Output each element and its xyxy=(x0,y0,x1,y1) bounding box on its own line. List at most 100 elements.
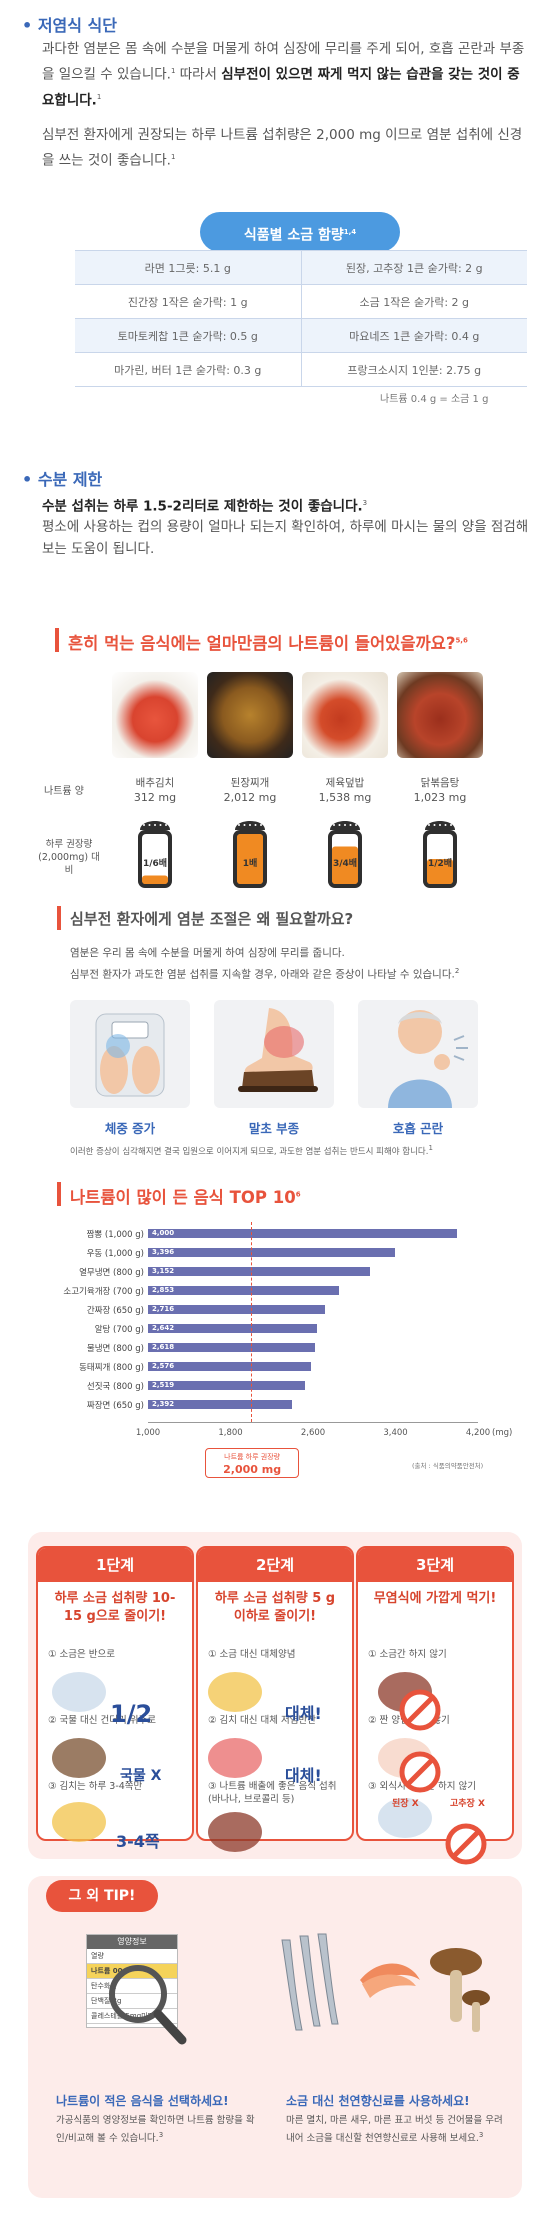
food-name: 제육덮밥 xyxy=(325,777,365,789)
top10-category-label: 짬뽕 (1,000 g) xyxy=(86,1230,144,1240)
low-salt-paragraph-2: 심부전 환자에게 권장되는 하루 나트륨 섭취량은 2,000 mg 이므로 염… xyxy=(42,127,523,169)
sodium-foods-bar xyxy=(55,628,59,652)
top10-bar: 2,716 xyxy=(148,1305,325,1314)
top10-value-label: 2,853 xyxy=(152,1286,175,1294)
salt-table-cell: 프랑크소시지 1인분: 2.75 g xyxy=(301,352,527,387)
step-emphasis-text: 된장 X xyxy=(392,1799,419,1809)
dakbokkeumtang-photo xyxy=(397,672,483,758)
salt-table-note: 나트륨 0.4 g = 소금 1 g xyxy=(380,394,489,405)
forbidden-icon xyxy=(445,1823,487,1865)
dyspnea-image xyxy=(358,1000,478,1108)
low-salt-paragraph-1: 과다한 염분은 몸 속에 수분을 머물게 하여 심장에 무리를 주게 되어, 호… xyxy=(42,41,525,108)
top10-bar: 2,618 xyxy=(148,1343,315,1352)
salt-shaker-icon: 1배 xyxy=(233,821,267,888)
top10-value-label: 3,152 xyxy=(152,1267,175,1275)
top10-bar: 2,853 xyxy=(148,1286,340,1295)
magnifier-icon xyxy=(109,1965,187,2045)
kimchi-photo xyxy=(112,672,198,758)
water-paragraph: 평소에 사용하는 컵의 용량이 얼마나 되는지 확인하여, 하루에 마시는 물의… xyxy=(42,519,529,557)
step-emphasis-text: 3-4쪽 xyxy=(116,1832,160,1851)
food-name: 된장찌개 xyxy=(230,777,270,789)
step-illustration xyxy=(52,1672,106,1712)
tips-background xyxy=(28,1876,522,2198)
top10-title: 나트륨이 많이 든 음식 TOP 106 xyxy=(70,1188,301,1207)
food-sodium-amount: 1,538 mg xyxy=(318,791,372,804)
top10-category-label: 소고기육개장 (700 g) xyxy=(63,1287,144,1297)
salt-table-row: 진간장 1작은 숟가락: 1 g 소금 1작은 숟가락: 2 g xyxy=(75,284,527,319)
top10-tick-label: 3,400 xyxy=(383,1428,408,1438)
step-illustration xyxy=(208,1738,262,1778)
salt-table-cell: 토마토케찹 1큰 숟가락: 0.5 g xyxy=(75,318,302,353)
salt-shaker-icon: 1/2배 xyxy=(423,821,457,888)
why-paragraph: 염분은 우리 몸 속에 수분을 머물게 하여 심장에 무리를 줍니다. 심부전 … xyxy=(70,947,460,981)
top10-reference-line xyxy=(251,1222,253,1422)
why-bar xyxy=(57,906,61,930)
salt-table-row: 마가린, 버터 1큰 숟가락: 0.3 g 프랑크소시지 1인분: 2.75 g xyxy=(75,352,527,387)
nutrition-label-row: 탄수화물 xyxy=(87,1979,177,1994)
top10-value-label: 2,618 xyxy=(152,1343,175,1351)
top10-reference-box: 나트륨 하루 권장량 2,000 mg xyxy=(205,1448,300,1478)
sodium-foods-title: 흔히 먹는 음식에는 얼마만큼의 나트륨이 들어있을까요?5,6 xyxy=(68,634,468,653)
top10-bar xyxy=(57,1182,61,1206)
step-emphasis-text: 국물 X xyxy=(120,1768,162,1784)
top10-bar: 3,396 xyxy=(148,1248,396,1257)
step-card-main: 하루 소금 섭취량 10-15 g으로 줄이기! xyxy=(54,1591,176,1624)
nutrition-label-row: 단백질 3g xyxy=(87,1994,177,2009)
top10-tick-label: 1,800 xyxy=(218,1428,243,1438)
top10-value-label: 2,716 xyxy=(152,1305,175,1313)
step-card-head: 1단계 xyxy=(38,1548,192,1582)
top10-value-label: 3,396 xyxy=(152,1248,175,1256)
step-emphasis-text: 대체! xyxy=(285,1766,322,1785)
step-card-item: ③ 김치는 하루 3-4쪽만 xyxy=(48,1781,143,1792)
top10-category-label: 물냉면 (800 g) xyxy=(86,1344,144,1354)
top10-unit: (mg) xyxy=(492,1428,513,1438)
top10-tick-label: 1,000 xyxy=(135,1428,161,1438)
symptom-label-2: 말초 부종 xyxy=(248,1121,300,1136)
peripheral-edema-image xyxy=(214,1000,334,1108)
step-card-1: 1단계 하루 소금 섭취량 10-15 g으로 줄이기! ① 소금은 반으로 ② 국물… xyxy=(36,1546,194,1842)
ratio-row-label: 하루 권장량 (2,000mg) 대비 xyxy=(38,839,100,876)
top10-value-label: 2,642 xyxy=(152,1324,175,1332)
tips-head: 그 외 TIP! xyxy=(46,1880,158,1912)
low-salt-title: • 저염식 식단 xyxy=(22,16,117,35)
step-card-main: 하루 소금 섭취량 5 g 이하로 줄이기! xyxy=(214,1591,336,1624)
step-card-item: ① 소금 대신 대체양념 xyxy=(208,1649,296,1660)
salt-shaker-icon: 1/6배 xyxy=(138,821,172,888)
why-title: 심부전 환자에게 염분 조절은 왜 필요할까요? xyxy=(70,910,354,928)
top10-tick-label: 4,200 xyxy=(465,1428,491,1438)
dried-anchovy-shrimp-mushroom-image xyxy=(281,1933,490,2032)
salt-table-cell: 소금 1작은 숟가락: 2 g xyxy=(301,284,527,319)
tip-left-desc: 가공식품의 영양정보를 확인하면 나트륨 함량을 확인/비교해 볼 수 있습니다… xyxy=(56,2115,255,2145)
top10-category-label: 짜장면 (650 g) xyxy=(86,1401,144,1411)
jeyuk-deopbap-photo xyxy=(302,672,388,758)
salt-table-cell: 된장, 고추장 1큰 숟가락: 2 g xyxy=(301,250,527,285)
tip-right-title: 소금 대신 천연향신료를 사용하세요! xyxy=(286,2094,470,2108)
step-card-item: ① 소금간 하지 않기 xyxy=(368,1649,447,1660)
step-illustration xyxy=(378,1798,432,1838)
salt-shaker-icon: 3/4배 xyxy=(328,821,362,888)
step-illustration xyxy=(208,1812,262,1852)
top10-source: (출처 : 식품의약품안전처) xyxy=(412,1462,484,1470)
salt-table-cell: 진간장 1작은 숟가락: 1 g xyxy=(75,284,302,319)
step-emphasis-text: 1/2 xyxy=(110,1700,153,1728)
food-name: 배추김치 xyxy=(135,777,175,789)
top10-category-label: 알탕 (700 g) xyxy=(94,1325,144,1335)
step-card-head: 3단계 xyxy=(358,1548,512,1582)
food-ratio-label: 1배 xyxy=(243,857,258,869)
tip-right-desc: 마른 멸치, 마른 새우, 마른 표고 버섯 등 건어물을 우려내어 소금을 대… xyxy=(286,2115,503,2145)
top10-reference-value: 2,000 mg xyxy=(223,1463,282,1476)
nutrition-label-row: 열량 xyxy=(87,1949,177,1964)
salt-content-table: 라면 1그릇: 5.1 g 된장, 고추장 1큰 숟가락: 2 g 진간장 1작은 … xyxy=(75,250,527,387)
tip-left-title: 나트륨이 적은 음식을 선택하세요! xyxy=(56,2094,229,2108)
food-sodium-amount: 1,023 mg xyxy=(413,791,467,804)
nutrition-label-title: 영양정보 xyxy=(87,1935,177,1949)
step-illustration xyxy=(208,1672,262,1712)
food-sodium-amount: 312 mg xyxy=(133,791,177,804)
top10-tick-label: 2,600 xyxy=(300,1428,326,1438)
step-card-head: 2단계 xyxy=(198,1548,352,1582)
top10-category-label: 우동 (1,000 g) xyxy=(86,1249,144,1259)
weight-gain-image xyxy=(70,1000,190,1108)
step-card-item: ② 김치 대신 대체 저염반찬 xyxy=(208,1715,316,1726)
why-note: 이러한 증상이 심각해지면 결국 입원으로 이어지게 되므로, 과도한 염분 섭… xyxy=(70,1144,433,1157)
